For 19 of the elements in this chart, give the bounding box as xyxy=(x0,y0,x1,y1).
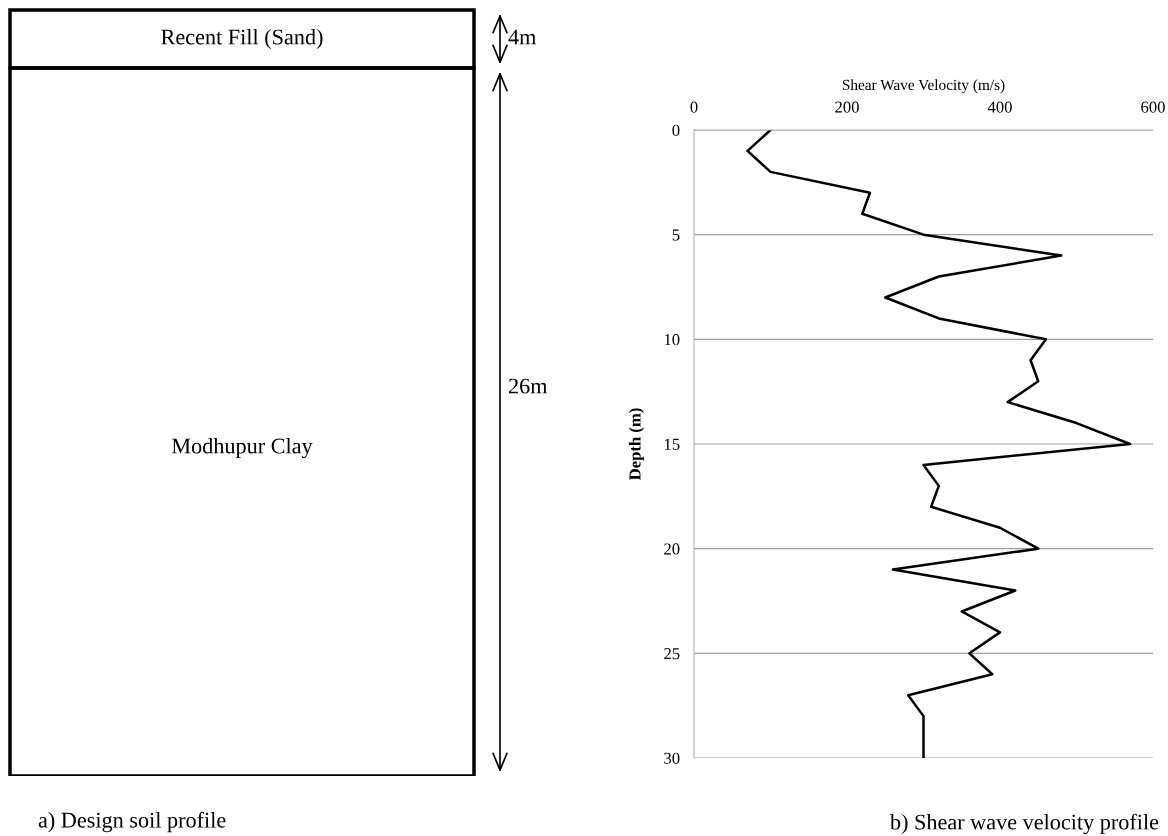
text: b) Shear wave velocity profile xyxy=(889,813,1159,835)
x-tick-label: 400 xyxy=(987,101,1012,113)
x-axis-title: Shear Wave Velocity (m/s) xyxy=(842,79,1005,94)
y-tick-label: 30 xyxy=(664,752,680,764)
text: Recent Fill (Sand) xyxy=(161,28,323,50)
y-tick-label: 5 xyxy=(672,229,680,241)
y-axis-title: Depth (m) xyxy=(628,408,644,481)
y-tick-label: 0 xyxy=(672,124,680,136)
text: 4m xyxy=(508,29,537,45)
y-tick-label: 20 xyxy=(664,543,680,555)
x-tick-label: 200 xyxy=(835,101,859,113)
x-tick-label: 600 xyxy=(1141,101,1165,113)
y-tick-label: 10 xyxy=(664,334,680,346)
text: Modhupur Clay xyxy=(171,437,313,459)
text: 26m xyxy=(508,378,548,394)
y-tick-label: 15 xyxy=(664,438,680,450)
x-tick-label: 0 xyxy=(690,101,698,113)
y-tick-label: 25 xyxy=(664,648,680,660)
text: a) Design soil profile xyxy=(38,811,226,833)
